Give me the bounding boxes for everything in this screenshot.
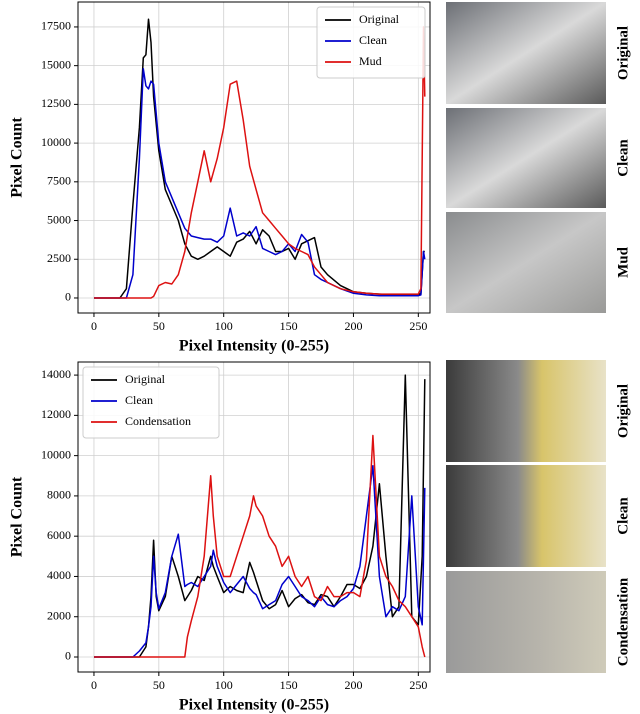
figure: 0250050007500100001250015000175000501001… [0,0,640,714]
image-panel [446,571,606,673]
y-tick-label: 5000 [47,212,71,226]
panel-label: Clean [615,139,631,177]
legend-label: Clean [359,33,387,47]
image-panel [446,108,606,208]
y-tick-label: 8000 [47,488,71,502]
y-tick-label: 14000 [41,367,71,381]
x-tick-label: 50 [153,678,165,692]
x-tick-label: 200 [344,678,362,692]
panel-label: Original [615,26,631,80]
y-tick-label: 6000 [47,528,71,542]
x-axis-title: Pixel Intensity (0-255) [179,338,329,355]
series-line [94,69,425,298]
y-tick-label: 12000 [41,407,71,421]
x-tick-label: 50 [153,319,165,333]
x-tick-label: 100 [215,678,233,692]
y-tick-label: 10000 [41,135,71,149]
y-tick-label: 2000 [47,608,71,622]
y-tick-label: 0 [65,649,71,663]
y-tick-label: 17500 [41,19,71,33]
legend-label: Clean [125,393,153,407]
legend-label: Condensation [125,414,191,428]
y-tick-label: 7500 [47,174,71,188]
y-tick-label: 12500 [41,96,71,110]
image-panel [446,212,606,313]
y-tick-label: 15000 [41,57,71,71]
y-tick-label: 2500 [47,251,71,265]
x-tick-label: 200 [344,319,362,333]
panel-label: Original [615,384,631,438]
panel-label: Condensation [615,577,631,666]
x-tick-label: 100 [215,319,233,333]
x-tick-label: 150 [280,678,298,692]
y-axis-title: Pixel Count [9,117,26,198]
y-axis-title: Pixel Count [9,476,26,557]
y-tick-label: 4000 [47,568,71,582]
panel-label: Clean [615,497,631,535]
x-tick-label: 0 [91,678,97,692]
x-tick-label: 250 [409,678,427,692]
x-tick-label: 0 [91,319,97,333]
image-panel [446,465,606,567]
x-axis-title: Pixel Intensity (0-255) [179,697,329,714]
image-panel [446,360,606,462]
image-panel [446,2,606,104]
legend-label: Mud [359,54,382,68]
series-line [94,466,425,657]
legend-label: Original [359,12,400,26]
series-line [94,436,425,658]
y-tick-label: 10000 [41,447,71,461]
x-tick-label: 150 [280,319,298,333]
panel-label: Mud [615,246,631,278]
x-tick-label: 250 [409,319,427,333]
y-tick-label: 0 [65,290,71,304]
legend-label: Original [125,372,166,386]
